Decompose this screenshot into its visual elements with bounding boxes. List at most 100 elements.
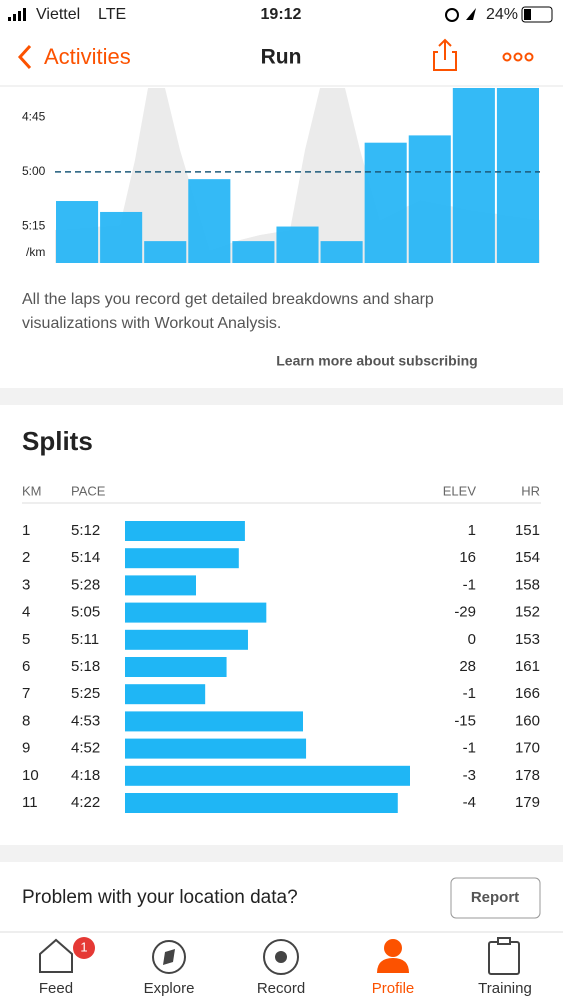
y-tick-label: 5:00 <box>22 164 46 178</box>
elev: -4 <box>463 794 476 811</box>
pace-bar <box>125 657 227 677</box>
splits-title: Splits <box>22 426 93 456</box>
pace-bar <box>125 738 307 759</box>
km: 9 <box>22 740 30 757</box>
elev: -15 <box>454 712 476 729</box>
report-label[interactable]: Report <box>471 889 519 906</box>
lap-bar <box>188 179 231 263</box>
km: 1 <box>22 522 30 539</box>
elev: 1 <box>468 522 476 539</box>
more-button[interactable] <box>502 52 534 62</box>
col-pace: PACE <box>71 483 106 498</box>
pace: 4:52 <box>71 740 100 757</box>
elev: 28 <box>459 658 476 675</box>
back-icon[interactable] <box>17 44 32 70</box>
lap-bar <box>364 142 407 263</box>
back-button[interactable]: Activities <box>44 44 131 69</box>
record-icon[interactable] <box>263 939 299 975</box>
km: 5 <box>22 631 30 648</box>
hr: 151 <box>515 522 540 539</box>
km: 7 <box>22 685 30 702</box>
explore-icon[interactable] <box>152 940 186 974</box>
pace: 5:11 <box>71 631 99 648</box>
signal <box>8 8 26 21</box>
network: LTE <box>98 6 126 23</box>
profile-body <box>377 958 409 973</box>
hr: 152 <box>515 604 540 621</box>
hr: 178 <box>515 767 540 784</box>
lap-bar <box>320 241 363 263</box>
lap-bar <box>100 211 143 263</box>
report-button[interactable] <box>450 877 541 919</box>
lap-bar <box>232 241 275 263</box>
pace-bar <box>125 629 248 650</box>
pace: 4:22 <box>71 794 100 811</box>
hr: 179 <box>515 794 540 811</box>
badge-count: 1 <box>80 939 87 954</box>
explore-needle <box>163 949 175 965</box>
pace: 5:25 <box>71 685 100 702</box>
battery-text: 24% <box>486 6 518 23</box>
pace: 4:18 <box>71 767 100 784</box>
training-clip <box>497 937 511 945</box>
tab-label[interactable]: Record <box>257 980 305 997</box>
lap-bar <box>408 135 451 263</box>
pace-bar <box>125 793 398 813</box>
km: 6 <box>22 658 30 675</box>
pace: 5:28 <box>71 576 100 593</box>
nav-title: Run <box>261 46 302 69</box>
lock-icon <box>445 8 459 22</box>
pace-bar <box>125 548 239 569</box>
tab-label[interactable]: Feed <box>39 980 73 997</box>
km: 8 <box>22 712 30 729</box>
pace-bar <box>125 575 196 596</box>
feed-icon[interactable] <box>39 938 73 973</box>
elev: 16 <box>459 549 476 566</box>
share-button[interactable] <box>433 38 457 71</box>
hr: 161 <box>515 658 540 675</box>
km: 2 <box>22 549 30 566</box>
carrier: Viettel <box>36 6 80 23</box>
pace: 5:18 <box>71 658 100 675</box>
km: 4 <box>22 604 30 621</box>
upsell-text: All the laps you record get detailed bre… <box>22 291 434 332</box>
problem-text: Problem with your location data? <box>22 887 298 908</box>
lap-bar <box>144 241 187 263</box>
hr: 153 <box>515 631 540 648</box>
pace-bar <box>125 684 206 705</box>
subscribe-link[interactable]: Learn more about subscribing <box>276 353 477 369</box>
battery-level <box>524 9 531 20</box>
elev: -1 <box>463 740 476 757</box>
y-tick-label: 5:15 <box>22 219 46 233</box>
km: 10 <box>22 767 39 784</box>
pace-bar <box>125 602 267 623</box>
hr: 170 <box>515 740 540 757</box>
y-tick-label: 4:45 <box>22 109 46 123</box>
tab-label[interactable]: Explore <box>144 980 195 997</box>
pace: 5:14 <box>71 549 100 566</box>
pace-bar <box>125 711 303 732</box>
tab-label[interactable]: Training <box>478 980 532 997</box>
pace-bar <box>125 765 410 786</box>
battery-icon <box>521 6 553 23</box>
record-dot <box>275 951 287 963</box>
elev: -1 <box>463 576 476 593</box>
hr: 160 <box>515 712 540 729</box>
pace: 5:05 <box>71 604 100 621</box>
profile-icon[interactable] <box>384 939 402 957</box>
col-km: KM <box>22 483 42 498</box>
pace: 5:12 <box>71 522 100 539</box>
time: 19:12 <box>261 6 302 23</box>
hr: 158 <box>515 576 540 593</box>
pace-bar <box>125 521 245 541</box>
lap-bar <box>452 88 495 263</box>
pace: 4:53 <box>71 712 100 729</box>
tab-label[interactable]: Profile <box>372 980 415 997</box>
lap-bar <box>496 88 539 263</box>
col-elev: ELEV <box>443 483 477 498</box>
elev: -1 <box>463 685 476 702</box>
elev: -29 <box>454 604 476 621</box>
lap-bar <box>56 201 99 263</box>
lap-bar <box>276 226 319 263</box>
